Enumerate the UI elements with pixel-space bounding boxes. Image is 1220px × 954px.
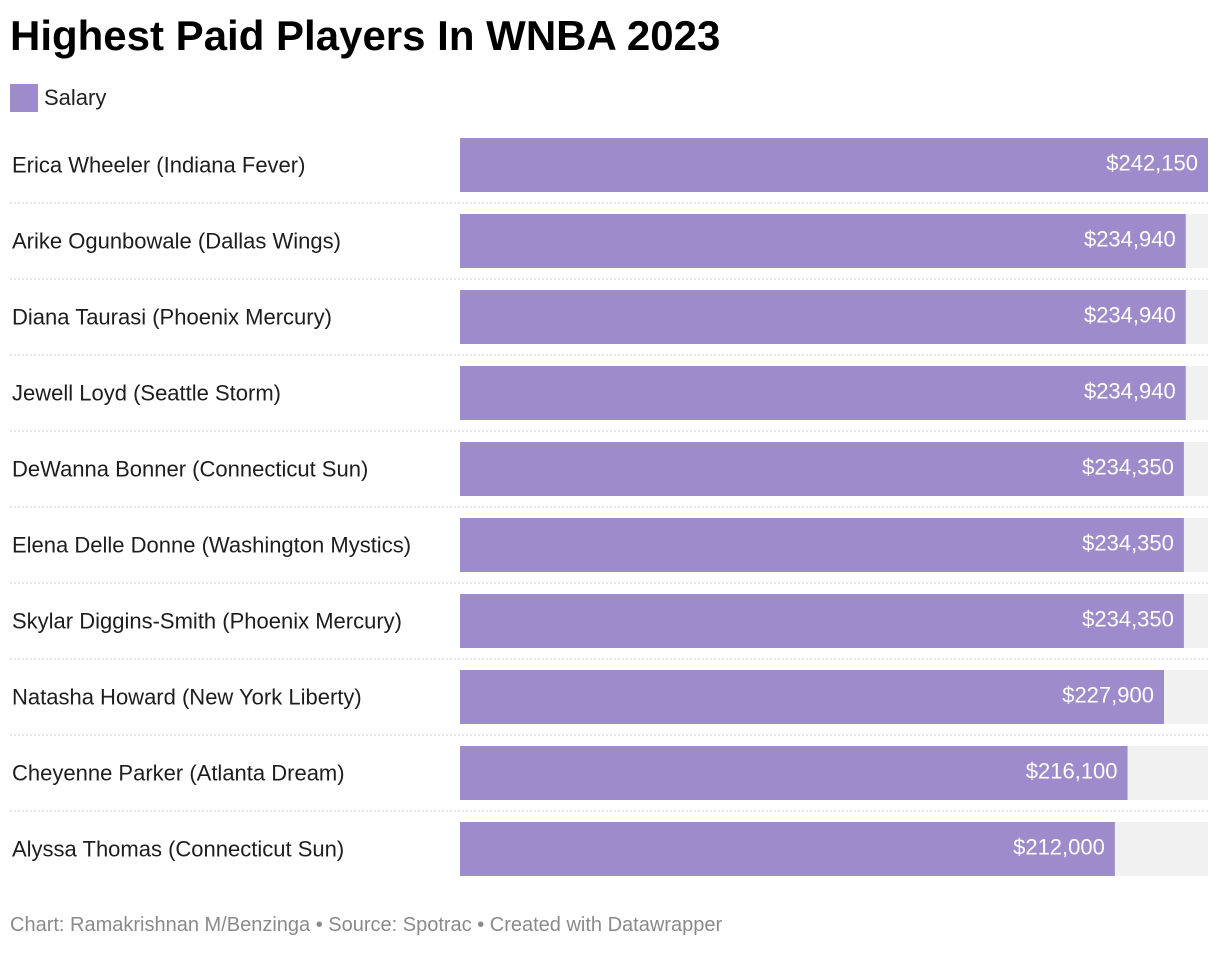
bar-value-label: $234,940: [1084, 303, 1176, 328]
bar-value-label: $234,940: [1084, 227, 1176, 252]
category-label: Skylar Diggins-Smith (Phoenix Mercury): [12, 609, 402, 634]
salary-bar: [460, 290, 1186, 344]
salary-bar: [460, 214, 1186, 268]
category-label: Diana Taurasi (Phoenix Mercury): [12, 305, 332, 330]
category-label: Elena Delle Donne (Washington Mystics): [12, 533, 411, 558]
legend-label-salary: Salary: [44, 85, 107, 110]
category-label: DeWanna Bonner (Connecticut Sun): [12, 457, 368, 482]
legend: Salary: [10, 84, 106, 112]
legend-swatch-salary: [10, 84, 38, 112]
salary-bar: [460, 366, 1186, 420]
bar-value-label: $234,350: [1082, 455, 1174, 480]
salary-bar: [460, 822, 1115, 876]
salary-bar: [460, 518, 1184, 572]
salary-bar: [460, 746, 1128, 800]
category-label: Arike Ogunbowale (Dallas Wings): [12, 229, 341, 254]
salary-bar: [460, 594, 1184, 648]
bar-value-label: $242,150: [1106, 151, 1198, 176]
category-label: Natasha Howard (New York Liberty): [12, 685, 362, 710]
category-label: Erica Wheeler (Indiana Fever): [12, 153, 305, 178]
bar-value-label: $227,900: [1062, 683, 1154, 708]
category-label: Jewell Loyd (Seattle Storm): [12, 381, 281, 406]
bar-value-label: $212,000: [1013, 835, 1105, 860]
bar-value-label: $234,940: [1084, 379, 1176, 404]
salary-bar: [460, 670, 1164, 724]
bar-value-label: $234,350: [1082, 531, 1174, 556]
chart-footer: Chart: Ramakrishnan M/Benzinga • Source:…: [10, 914, 723, 936]
chart-title: Highest Paid Players In WNBA 2023: [10, 12, 721, 59]
category-label: Alyssa Thomas (Connecticut Sun): [12, 837, 344, 862]
bar-value-label: $234,350: [1082, 607, 1174, 632]
bar-chart: Erica Wheeler (Indiana Fever) $242,150 Ari…: [10, 138, 1208, 876]
salary-bar: [460, 138, 1208, 192]
salary-bar: [460, 442, 1184, 496]
category-label: Cheyenne Parker (Atlanta Dream): [12, 761, 345, 786]
bar-value-label: $216,100: [1026, 759, 1118, 784]
